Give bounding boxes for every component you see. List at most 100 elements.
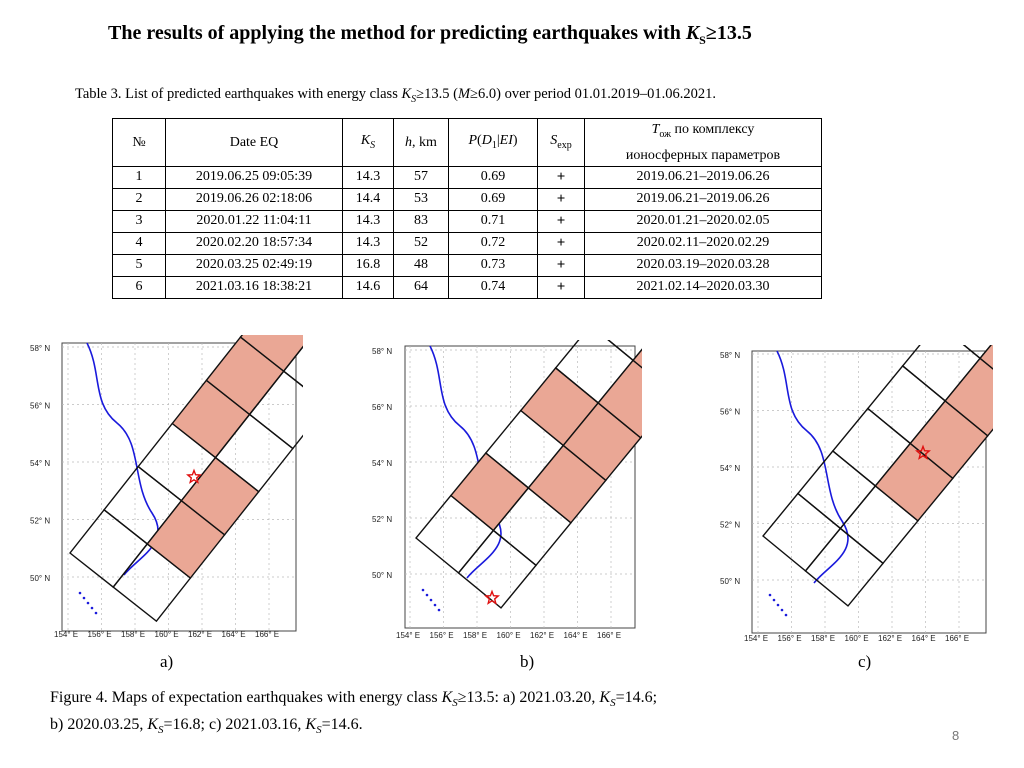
lon-label: 164° E: [222, 630, 246, 639]
cell-date: 2020.03.25 02:49:19: [165, 253, 343, 277]
lon-label: 164° E: [564, 631, 588, 640]
grid-cell: [962, 345, 992, 360]
col-ks-header: KS: [342, 118, 394, 167]
cell-probability: 0.69: [448, 187, 538, 211]
map-panel-a: 58° N 56° N 54° N 52° N 50° N 154° E 156° E 158…: [28, 335, 303, 645]
cell-date: 2019.06.25 09:05:39: [165, 165, 343, 189]
cell-probability: 0.72: [448, 231, 538, 255]
island-mark: [768, 593, 772, 597]
cell-sexp: +: [537, 209, 585, 233]
highlighted-cell: [944, 357, 993, 437]
lat-label: 52° N: [30, 517, 50, 526]
lat-label: 50° N: [30, 574, 50, 583]
lon-label: 162° E: [530, 631, 554, 640]
earthquake-table: № Date EQ KS h, km P(D1|EI) Sexp Tож по …: [112, 118, 822, 299]
table-row: 3 2020.01.22 11:04:11 14.3 83 0.71 + 202…: [112, 209, 822, 233]
lon-label: 160° E: [497, 631, 521, 640]
island-mark: [780, 608, 784, 612]
lat-label: 54° N: [720, 464, 740, 473]
map-svg: 58° N 56° N 54° N 52° N 50° N 154° E 156° E 158…: [720, 345, 993, 643]
island-mark: [90, 606, 94, 610]
cell-sexp: +: [537, 165, 585, 189]
lat-label: 52° N: [372, 515, 392, 524]
island-mark: [82, 596, 86, 600]
cell-number: 1: [112, 165, 166, 189]
cell-number: 2: [112, 187, 166, 211]
epicenter-star-icon: [185, 468, 203, 484]
cell-date: 2021.03.16 18:38:21: [165, 275, 343, 299]
lon-label: 162° E: [878, 634, 902, 643]
cell-depth: 53: [393, 187, 449, 211]
col-sexp-header: Sexp: [537, 118, 585, 167]
island-mark: [772, 598, 776, 602]
lon-label: 156° E: [778, 634, 802, 643]
cell-date: 2020.02.20 18:57:34: [165, 231, 343, 255]
cell-period: 2019.06.21–2019.06.26: [584, 187, 822, 211]
cell-probability: 0.74: [448, 275, 538, 299]
lat-label: 56° N: [720, 408, 740, 417]
col-period-header: Tож по комплексу ионосферных параметров: [584, 118, 822, 167]
cell-number: 5: [112, 253, 166, 277]
lat-label: 58° N: [30, 344, 50, 353]
highlighted-cell: [632, 348, 642, 369]
lat-label: 58° N: [372, 347, 392, 356]
lon-label: 164° E: [912, 634, 936, 643]
cell-period: 2020.01.21–2020.02.05: [584, 209, 822, 233]
lon-label: 158° E: [463, 631, 487, 640]
cell-depth: 48: [393, 253, 449, 277]
cell-number: 3: [112, 209, 166, 233]
highlighted-cell: [979, 345, 993, 370]
highlighted-cell: [239, 335, 303, 373]
map-panel-c: 58° N 56° N 54° N 52° N 50° N 154° E 156° E 158…: [718, 345, 993, 650]
lon-label: 158° E: [121, 630, 145, 639]
lat-label: 52° N: [720, 521, 740, 530]
lat-label: 56° N: [372, 403, 392, 412]
panel-label-b: b): [520, 652, 535, 671]
col-probability-header: P(D1|EI): [448, 118, 538, 167]
map-svg: 58° N 56° N 54° N 52° N 50° N 154° E 156° E 158…: [30, 335, 303, 639]
island-mark: [429, 598, 433, 602]
table-caption: Table 3. List of predicted earthquakes w…: [75, 86, 717, 105]
lon-label: 162° E: [188, 630, 212, 639]
island-mark: [784, 613, 788, 617]
epicenter-star-icon: [914, 444, 932, 460]
lat-label: 50° N: [372, 571, 392, 580]
island-mark: [437, 608, 441, 612]
cell-period: 2020.03.19–2020.03.28: [584, 253, 822, 277]
cell-number: 4: [112, 231, 166, 255]
col-number-header: №: [112, 118, 166, 167]
lon-label: 160° E: [845, 634, 869, 643]
cell-sexp: +: [537, 187, 585, 211]
cell-period: 2019.06.21–2019.06.26: [584, 165, 822, 189]
page-number: 8: [952, 728, 960, 743]
table-row: 5 2020.03.25 02:49:19 16.8 48 0.73 + 202…: [112, 253, 822, 277]
grid-cell: [248, 370, 303, 450]
cell-ks: 16.8: [342, 253, 394, 277]
lon-label: 158° E: [811, 634, 835, 643]
panel-label-a: a): [160, 652, 174, 671]
lat-label: 58° N: [720, 351, 740, 360]
island-mark: [94, 611, 98, 615]
cell-period: 2020.02.11–2020.02.29: [584, 231, 822, 255]
cell-date: 2019.06.26 02:18:06: [165, 187, 343, 211]
island-mark: [425, 593, 429, 597]
cell-period: 2021.02.14–2020.03.30: [584, 275, 822, 299]
cell-date: 2020.01.22 11:04:11: [165, 209, 343, 233]
col-depth-header: h, km: [393, 118, 449, 167]
cell-number: 6: [112, 275, 166, 299]
cell-sexp: +: [537, 253, 585, 277]
lat-label: 54° N: [30, 459, 50, 468]
lat-label: 54° N: [372, 459, 392, 468]
col-date-header: Date EQ: [165, 118, 343, 167]
island-mark: [86, 601, 90, 605]
coastline: [776, 350, 849, 584]
lon-label: 166° E: [255, 630, 279, 639]
slide-title: The results of applying the method for p…: [108, 22, 752, 47]
cell-depth: 57: [393, 165, 449, 189]
cell-depth: 83: [393, 209, 449, 233]
lon-label: 156° E: [430, 631, 454, 640]
figure-caption: Figure 4. Maps of expectation earthquake…: [50, 689, 658, 737]
map-panel-b: 58° N 56° N 54° N 52° N 50° N 154° E 156° E 158…: [370, 340, 642, 645]
cell-depth: 64: [393, 275, 449, 299]
lon-label: 154° E: [744, 634, 768, 643]
